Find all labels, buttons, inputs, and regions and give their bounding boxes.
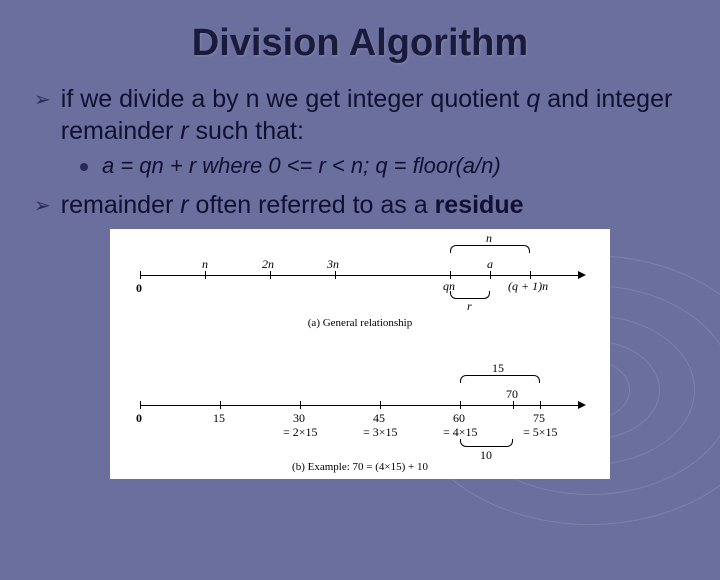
tick	[540, 401, 541, 409]
residue-word: residue	[435, 191, 524, 219]
label-q1n: (q + 1)n	[508, 279, 548, 294]
label-3n: 3n	[327, 257, 339, 272]
bullet-3-text: remainder r often referred to as a resid…	[61, 189, 524, 221]
numberline-a	[140, 275, 580, 276]
label-15-brace: 15	[492, 361, 504, 376]
label-70: 70	[506, 387, 518, 402]
var-r: r	[180, 191, 188, 219]
dot-icon	[80, 163, 88, 171]
tick	[270, 271, 271, 279]
tick	[490, 271, 491, 279]
tick	[220, 401, 221, 409]
arrow-icon: ➢	[34, 194, 51, 220]
label-30: 30	[293, 411, 305, 426]
label-a: a	[487, 257, 493, 272]
label-n: n	[202, 257, 208, 272]
label-5x15: = 5×15	[523, 425, 558, 440]
text: remainder	[61, 191, 181, 219]
tick	[140, 401, 141, 409]
brace-top-b	[460, 375, 540, 383]
text: often referred to as a	[189, 191, 435, 219]
caption-a: (a) General relationship	[308, 317, 412, 329]
bullet-2-text: a = qn + r where 0 <= r < n; q = floor(a…	[102, 153, 501, 179]
brace-r	[450, 291, 490, 299]
label-75: 75	[533, 411, 545, 426]
tick	[335, 271, 336, 279]
tick	[460, 401, 461, 409]
slide-content: ➢ if we divide a by n we get integer quo…	[0, 65, 720, 479]
brace-top	[450, 245, 530, 253]
caption-b: (b) Example: 70 = (4×15) + 10	[292, 461, 428, 473]
label-3x15: = 3×15	[363, 425, 398, 440]
numberline-b	[140, 405, 580, 406]
bullet-1: ➢ if we divide a by n we get integer quo…	[34, 83, 686, 147]
arrowhead-icon	[578, 271, 586, 279]
bullet-2: a = qn + r where 0 <= r < n; q = floor(a…	[80, 153, 686, 179]
label-n-brace: n	[486, 231, 492, 246]
label-2x15: = 2×15	[283, 425, 318, 440]
brace-r-b	[460, 439, 513, 447]
var-q: q	[526, 85, 540, 113]
var-r: r	[180, 117, 188, 145]
label-2n: 2n	[262, 257, 274, 272]
label-60: 60	[453, 411, 465, 426]
tick	[300, 401, 301, 409]
tick	[530, 271, 531, 279]
label-zero-b: 0	[136, 411, 142, 426]
tick	[140, 271, 141, 279]
bullet-3: ➢ remainder r often referred to as a res…	[34, 189, 686, 221]
tick	[380, 401, 381, 409]
tick	[205, 271, 206, 279]
text: such that:	[189, 117, 304, 145]
tick	[513, 401, 514, 409]
label-4x15: = 4×15	[443, 425, 478, 440]
label-45: 45	[373, 411, 385, 426]
slide-title: Division Algorithm	[0, 0, 720, 65]
tick	[450, 271, 451, 279]
label-15: 15	[213, 411, 225, 426]
label-r: r	[467, 299, 472, 314]
label-zero: 0	[136, 281, 142, 296]
bullet-1-text: if we divide a by n we get integer quoti…	[61, 83, 686, 147]
text: if we divide a by n we get integer quoti…	[61, 85, 527, 113]
arrowhead-icon	[578, 401, 586, 409]
diagram: 0 n 2n 3n qn a (q + 1)n n r (a) General …	[110, 229, 610, 479]
label-10: 10	[480, 448, 492, 463]
arrow-icon: ➢	[34, 88, 51, 114]
